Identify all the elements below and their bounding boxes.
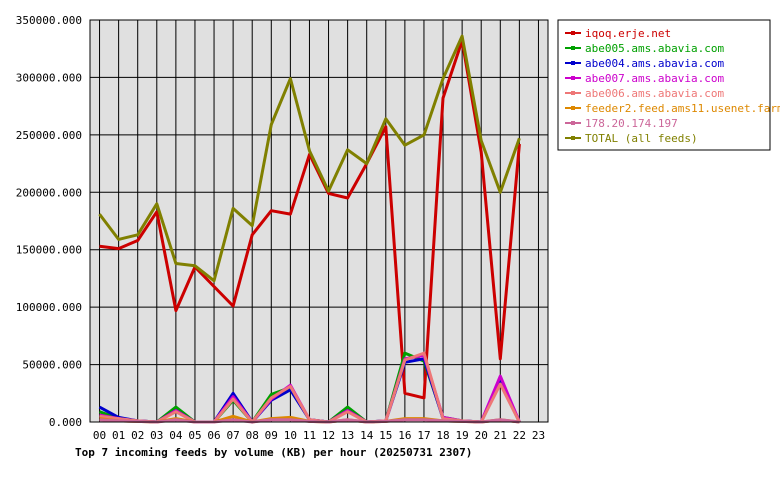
legend-marker: [571, 106, 575, 110]
x-tick-label: 07: [227, 429, 240, 442]
x-tick-label: 11: [303, 429, 316, 442]
y-axis-ticks: 0.000 50000.000 100000.000 150000.000 200000…: [16, 14, 82, 429]
y-tick-label: 50000.000: [22, 359, 82, 372]
plot-frame: [89, 19, 549, 423]
legend-box: [557, 19, 771, 151]
legend-label: abe006.ams.abavia.com: [585, 87, 724, 100]
x-tick-label: 13: [341, 429, 354, 442]
legend-label: feeder2.feed.ams11.usenet.farm: [585, 102, 780, 115]
legend-marker: [571, 136, 575, 140]
legend-marker: [571, 31, 575, 35]
legend: iqoq.erje.net abe005.ams.abavia.com abe004…: [557, 19, 780, 151]
x-tick-label: 02: [131, 429, 144, 442]
x-tick-label: 10: [284, 429, 297, 442]
legend-marker: [571, 61, 575, 65]
x-tick-label: 06: [207, 429, 220, 442]
series-lines: [98, 34, 521, 424]
y-tick-label: 200000.000: [16, 186, 82, 199]
x-axis-ticks: 00 01 02 03 04 05 06 07 08 09 10 11 12 13 14 15 16 17 18 19…: [93, 429, 545, 442]
y-tick-label: 250000.000: [16, 129, 82, 142]
legend-label: TOTAL (all feeds): [585, 132, 698, 145]
x-tick-label: 09: [265, 429, 278, 442]
legend-label: iqoq.erje.net: [585, 27, 671, 40]
x-tick-label: 23: [532, 429, 545, 442]
x-tick-label: 12: [322, 429, 335, 442]
series-line-6: [99, 418, 520, 424]
x-tick-label: 16: [398, 429, 411, 442]
y-tick-label: 350000.000: [16, 14, 82, 27]
legend-label: abe004.ams.abavia.com: [585, 57, 724, 70]
y-tick-label: 0.000: [49, 416, 82, 429]
legend-marker: [571, 91, 575, 95]
x-tick-label: 05: [188, 429, 201, 442]
y-tick-label: 100000.000: [16, 301, 82, 314]
legend-marker: [571, 121, 575, 125]
x-tick-label: 03: [150, 429, 163, 442]
chart-title: Top 7 incoming feeds by volume (KB) per …: [75, 446, 472, 459]
x-tick-label: 18: [436, 429, 449, 442]
x-tick-label: 19: [456, 429, 469, 442]
x-tick-label: 21: [494, 429, 507, 442]
series-line-7: [98, 34, 521, 283]
x-tick-label: 01: [112, 429, 125, 442]
x-tick-label: 22: [513, 429, 526, 442]
x-tick-label: 14: [360, 429, 374, 442]
legend-marker: [571, 76, 575, 80]
x-tick-label: 20: [475, 429, 488, 442]
x-tick-label: 08: [246, 429, 259, 442]
y-tick-label: 300000.000: [16, 71, 82, 84]
legend-label: abe005.ams.abavia.com: [585, 42, 724, 55]
x-tick-label: 04: [169, 429, 183, 442]
series-line-4: [99, 351, 521, 424]
x-tick-label: 17: [417, 429, 430, 442]
legend-marker: [571, 46, 575, 50]
x-tick-label: 15: [379, 429, 392, 442]
y-tick-label: 150000.000: [16, 244, 82, 257]
legend-label: 178.20.174.197: [585, 117, 678, 130]
x-tick-label: 00: [93, 429, 106, 442]
legend-label: abe007.ams.abavia.com: [585, 72, 724, 85]
